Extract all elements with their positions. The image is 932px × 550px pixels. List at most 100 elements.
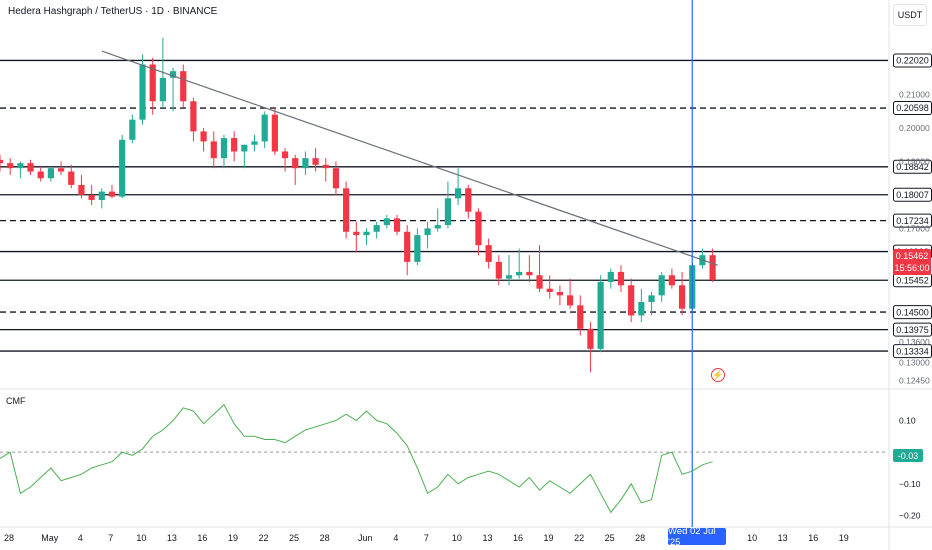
price-tick-0: 0.21000 — [899, 90, 930, 100]
level-tag-label-3: 0.18007 — [896, 190, 929, 200]
candle-body-0 — [0, 159, 4, 164]
candle-body-17 — [169, 71, 177, 78]
candle-body-45 — [455, 188, 462, 199]
time-tick-3: 7 — [108, 533, 113, 543]
time-tick-12: 4 — [393, 533, 398, 543]
candle-body-43 — [434, 225, 441, 229]
candle-body-26 — [261, 114, 268, 142]
candle-body-62 — [628, 285, 635, 316]
candle-body-8 — [78, 184, 85, 195]
candle-body-25 — [251, 141, 258, 145]
time-tick-17: 19 — [544, 533, 554, 543]
candle-body-5 — [47, 168, 54, 179]
candle-body-11 — [108, 191, 116, 197]
candle-body-31 — [312, 158, 319, 165]
time-tick-18: 22 — [574, 533, 584, 543]
price-tick-6: 0.13000 — [899, 357, 930, 367]
candle-body-44 — [444, 198, 452, 226]
candle-body-40 — [404, 231, 411, 262]
candle-body-39 — [393, 218, 401, 232]
candle-body-57 — [577, 305, 584, 329]
time-tick-26: 19 — [839, 533, 849, 543]
candle-body-41 — [414, 235, 421, 262]
candle-body-4 — [37, 171, 44, 179]
candle-body-35 — [353, 231, 360, 236]
candle-body-56 — [566, 295, 574, 306]
candle-body-65 — [658, 275, 665, 296]
time-tick-11: Jun — [358, 533, 373, 543]
time-tick-6: 16 — [197, 533, 207, 543]
candle-body-3 — [27, 163, 34, 172]
time-tick-5: 13 — [167, 533, 177, 543]
candle-body-49 — [495, 261, 502, 279]
cmf-indicator-title[interactable]: CMF — [6, 396, 26, 406]
time-tick-10: 28 — [320, 533, 330, 543]
candle-body-58 — [587, 328, 594, 349]
candle-body-66 — [668, 275, 675, 286]
time-tick-16: 16 — [513, 533, 523, 543]
current-price-tag: 0.15462 15:56:00 — [893, 249, 931, 275]
time-tick-24: 13 — [778, 533, 788, 543]
time-tick-14: 10 — [452, 533, 462, 543]
candle-body-20 — [200, 131, 207, 142]
cmf-tick-0: 0.10 — [899, 416, 916, 426]
candle-body-19 — [190, 101, 197, 132]
candle-body-42 — [424, 228, 431, 236]
candle-body-30 — [302, 158, 309, 169]
candle-body-51 — [516, 271, 523, 276]
time-tick-9: 25 — [289, 533, 299, 543]
candle-body-2 — [17, 163, 24, 169]
candle-body-16 — [159, 77, 166, 102]
candle-countdown: 15:56:00 — [894, 263, 930, 273]
price-tick-3: 0.17000 — [899, 223, 930, 233]
candle-body-48 — [485, 245, 492, 262]
candle-body-50 — [505, 275, 513, 279]
candle-body-29 — [292, 158, 299, 169]
candle-body-15 — [149, 64, 156, 102]
candle-body-59 — [597, 281, 604, 349]
time-tick-7: 19 — [228, 533, 238, 543]
time-tick-0: 28 — [4, 533, 14, 543]
crosshair-date-label: Wed 02 Jul '25 — [668, 526, 726, 548]
price-tick-1: 0.20000 — [899, 123, 930, 133]
currency-unit-button[interactable]: USDT — [893, 4, 927, 26]
candle-body-1 — [7, 163, 14, 169]
candle-body-22 — [220, 138, 228, 159]
candle-body-27 — [271, 114, 278, 152]
time-tick-13: 7 — [424, 533, 429, 543]
candle-body-7 — [68, 171, 75, 185]
candle-body-9 — [88, 194, 95, 200]
trendline — [101, 50, 718, 266]
candle-body-60 — [607, 271, 614, 282]
candle-body-23 — [231, 138, 238, 152]
candle-body-28 — [281, 151, 289, 159]
flash-alert-icon[interactable]: ⚡ — [711, 368, 725, 382]
level-tag-label-8: 0.13975 — [896, 325, 929, 335]
candle-body-52 — [526, 271, 533, 276]
candle-body-63 — [638, 302, 645, 316]
time-tick-19: 25 — [605, 533, 615, 543]
candle-body-32 — [322, 164, 329, 169]
candle-body-12 — [119, 139, 126, 197]
level-tag-label-9: 0.13334 — [896, 346, 929, 356]
cmf-tick-3: −0.20 — [899, 511, 921, 521]
candle-body-70 — [709, 255, 716, 280]
cmf-current-value-tag: -0.03 — [893, 449, 923, 462]
cmf-tick-2: −0.10 — [899, 479, 921, 489]
time-tick-4: 10 — [136, 533, 146, 543]
candle-body-61 — [617, 271, 625, 286]
candle-body-53 — [536, 275, 543, 289]
candle-body-21 — [210, 141, 217, 159]
price-tick-2: 0.19000 — [899, 157, 930, 167]
time-tick-15: 13 — [482, 533, 492, 543]
candle-body-46 — [465, 188, 472, 212]
candle-body-14 — [139, 64, 146, 120]
time-tick-2: 4 — [78, 533, 83, 543]
price-tick-7: 0.12450 — [899, 376, 930, 386]
current-price-value: 0.15462 — [895, 251, 929, 261]
level-tag-label-1: 0.20598 — [896, 103, 929, 113]
level-tag-label-2: 0.18842 — [896, 162, 929, 172]
level-tag-label-6: 0.15452 — [896, 275, 929, 285]
